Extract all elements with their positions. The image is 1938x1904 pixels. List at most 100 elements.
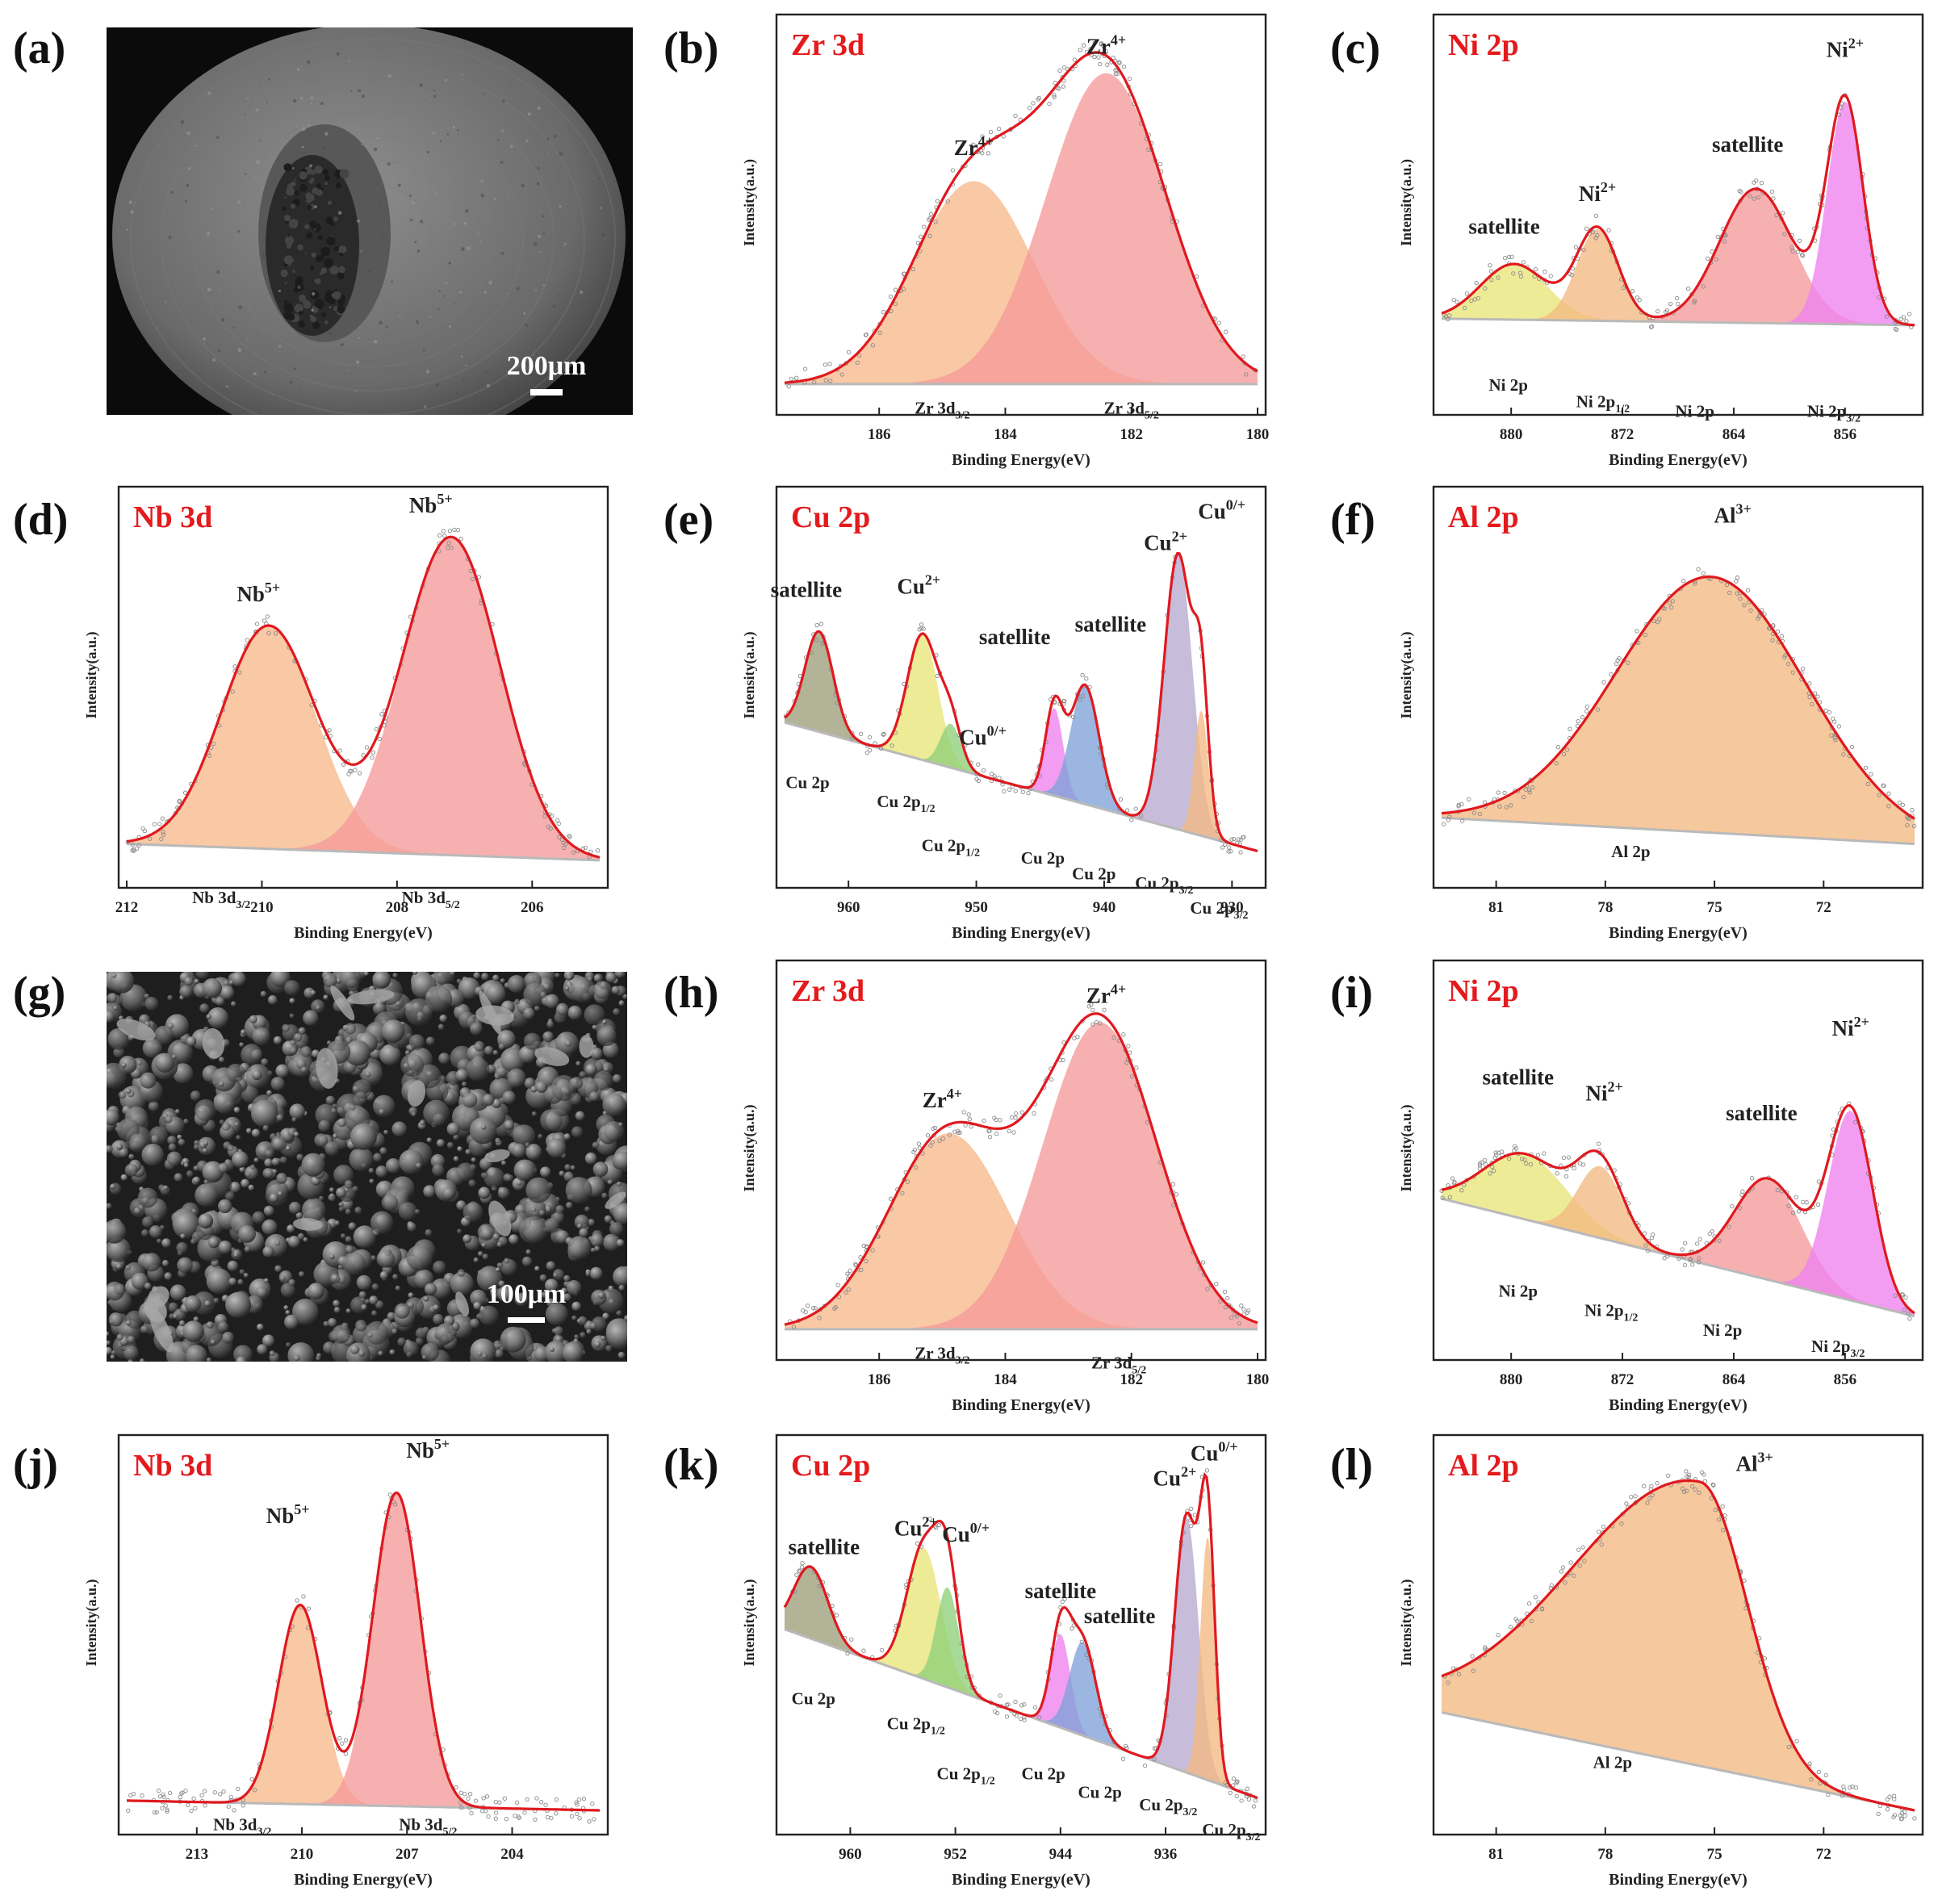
powder-particle (265, 1149, 274, 1158)
powder-particle (199, 1003, 210, 1013)
powder-particle (474, 1040, 485, 1052)
powder-particle (433, 1313, 444, 1325)
data-point (863, 333, 869, 337)
cavity-grain (333, 216, 338, 222)
surface-speck (358, 337, 361, 340)
powder-particle (173, 1314, 178, 1319)
powder-particle (107, 1340, 111, 1345)
data-point (236, 1786, 241, 1792)
data-point (1823, 708, 1828, 713)
powder-particle (416, 1295, 441, 1319)
powder-particle (416, 1162, 422, 1169)
powder-particle (407, 1222, 416, 1232)
data-point (1052, 94, 1057, 100)
powder-particle (107, 1237, 131, 1262)
powder-particle (531, 1111, 537, 1116)
data-point (1748, 194, 1752, 199)
powder-particle (601, 1335, 606, 1341)
cavity-grain (299, 183, 308, 192)
data-point (1471, 810, 1477, 815)
data-point (1842, 1787, 1847, 1793)
cavity-grain (295, 280, 299, 284)
surface-speck (302, 127, 306, 132)
powder-particle (603, 1233, 621, 1251)
powder-particle (289, 998, 295, 1004)
data-point (1220, 845, 1225, 850)
data-point (1446, 316, 1450, 322)
peak-annotation-i-1: Ni2+ (1586, 1079, 1623, 1106)
powder-particle (500, 1258, 517, 1276)
powder-particle (274, 1240, 281, 1246)
data-point (1496, 1632, 1501, 1638)
data-point (1891, 1793, 1897, 1798)
powder-particle (233, 1107, 241, 1114)
data-point (1584, 226, 1589, 231)
data-point (1121, 64, 1127, 69)
data-point (1907, 312, 1912, 316)
powder-particle (585, 1063, 597, 1076)
powder-particle (612, 1073, 622, 1083)
data-point (1053, 80, 1057, 86)
data-point (265, 614, 270, 619)
component-label-b-0: Zr 3d3/2 (915, 398, 969, 421)
powder-particle (607, 1180, 613, 1185)
data-point (1748, 608, 1753, 613)
surface-speck (303, 151, 306, 155)
y-axis-label-l: Intensity(a.u.) (1398, 1579, 1415, 1666)
data-point (1089, 1002, 1094, 1007)
powder-particle (556, 1002, 569, 1016)
irregular-particle (330, 985, 355, 1021)
data-point (1152, 1746, 1157, 1751)
envelope-fit-e (784, 551, 1258, 853)
data-point (1697, 1256, 1702, 1261)
surface-speck (546, 137, 550, 141)
powder-particle (190, 1090, 201, 1101)
data-point (1447, 1195, 1453, 1199)
data-point (221, 1789, 226, 1794)
surface-speck (446, 133, 449, 136)
data-point (1145, 1120, 1149, 1125)
powder-particle (193, 1165, 199, 1171)
powder-particle (150, 1135, 160, 1144)
data-point (1682, 1262, 1688, 1268)
surface-speck (320, 102, 324, 106)
powder-particle (571, 1301, 581, 1312)
powder-particle (605, 1345, 613, 1352)
component-label-i-1: Ni 2p1/2 (1584, 1301, 1638, 1324)
powder-particle (318, 1195, 324, 1201)
data-point (1717, 1517, 1722, 1522)
data-point (1884, 314, 1889, 319)
powder-particle (128, 1153, 135, 1160)
powder-particle (222, 1331, 234, 1344)
powder-particle (324, 1141, 340, 1157)
surface-speck (497, 139, 500, 141)
data-point (1098, 1021, 1103, 1026)
data-point (1218, 1299, 1223, 1304)
x-tick-label-d-3: 206 (521, 899, 544, 916)
surface-speck (463, 221, 467, 225)
cavity-grain (294, 303, 303, 313)
data-point (1775, 629, 1781, 634)
powder-particle (236, 1135, 241, 1140)
data-point (1225, 1295, 1230, 1301)
powder-particle (476, 1266, 503, 1291)
powder-particle (407, 1302, 414, 1309)
surface-speck (416, 320, 419, 324)
surface-speck (547, 153, 550, 154)
surface-speck (355, 360, 360, 364)
powder-particle (140, 1358, 145, 1362)
powder-particle (225, 1291, 252, 1318)
data-point (1904, 319, 1909, 324)
surface-speck (350, 90, 353, 92)
powder-particle (495, 1267, 500, 1273)
powder-particle (269, 1193, 279, 1203)
data-point (974, 776, 979, 782)
data-point (1238, 837, 1243, 843)
data-point (1651, 618, 1656, 624)
powder-particle (286, 1145, 291, 1151)
data-point (1090, 1022, 1095, 1027)
data-point (203, 1803, 207, 1808)
powder-particle (299, 1271, 305, 1278)
irregular-particle (479, 990, 501, 1035)
